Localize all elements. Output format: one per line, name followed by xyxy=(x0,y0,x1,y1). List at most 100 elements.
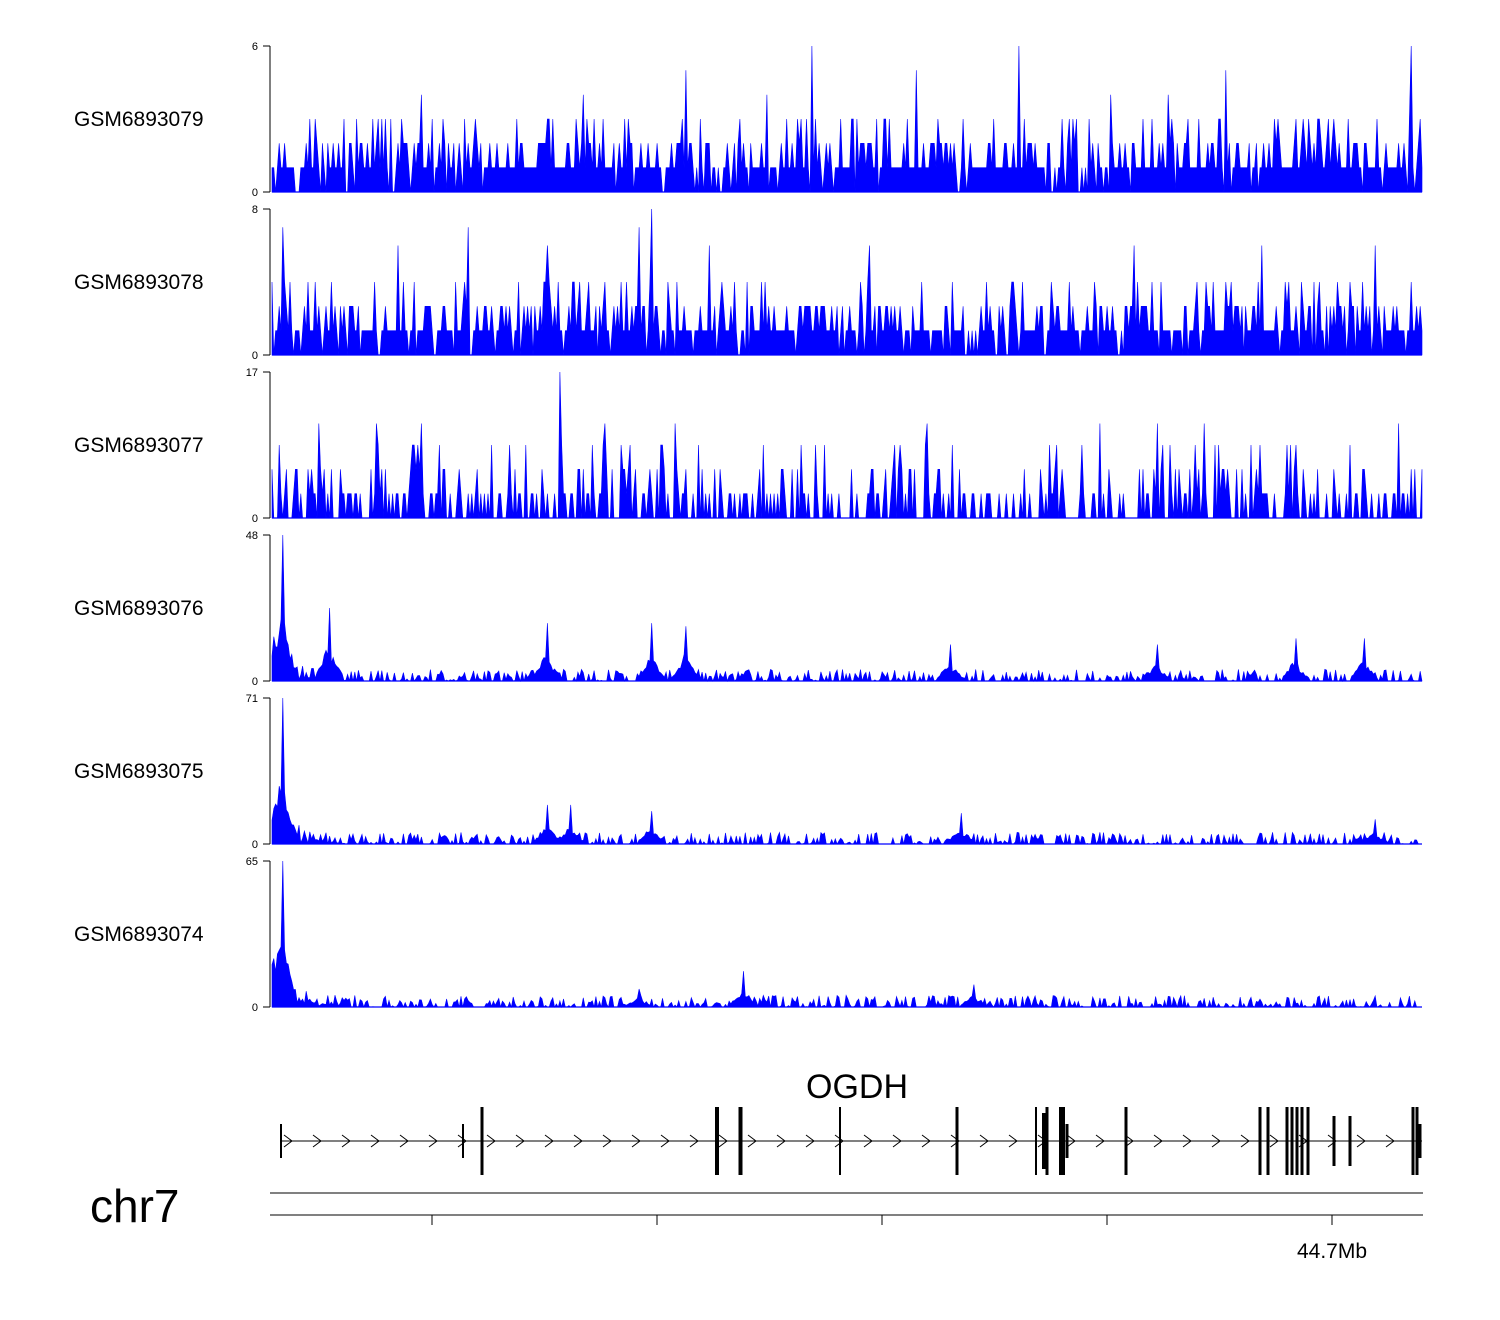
track-GSM6893076: GSM6893076 48 0 xyxy=(74,530,1423,688)
signal-area xyxy=(271,371,1423,519)
exon xyxy=(1258,1107,1262,1175)
exon xyxy=(739,1107,743,1175)
strand-arrow xyxy=(631,1134,641,1148)
exon xyxy=(1059,1107,1065,1175)
signal-tracks: GSM689307960GSM689307880GSM6893077170GSM… xyxy=(74,41,1423,1014)
y-axis-max-label: 48 xyxy=(246,530,258,542)
exon xyxy=(1300,1107,1304,1175)
strand-arrow xyxy=(1095,1134,1105,1148)
strand-arrow xyxy=(573,1134,583,1148)
y-axis-max-label: 8 xyxy=(252,204,258,216)
y-axis-max-label: 6 xyxy=(252,41,258,53)
strand-arrow xyxy=(457,1134,467,1148)
strand-arrow xyxy=(1124,1134,1134,1148)
track-label: GSM6893074 xyxy=(74,923,204,946)
exon xyxy=(1411,1107,1415,1175)
strand-arrow xyxy=(602,1134,612,1148)
track-label: GSM6893079 xyxy=(74,108,204,131)
y-axis-max-label: 17 xyxy=(246,367,258,379)
exon xyxy=(715,1107,719,1175)
strand-arrow xyxy=(312,1134,322,1148)
y-axis-min-label: 0 xyxy=(252,1002,258,1014)
strand-arrow xyxy=(747,1134,757,1148)
exon xyxy=(480,1107,484,1175)
chromosome-label: chr7 xyxy=(90,1180,179,1232)
exon xyxy=(1266,1107,1270,1175)
signal-area xyxy=(271,45,1423,193)
track-label: GSM6893078 xyxy=(74,271,204,294)
track-GSM6893078: GSM6893078 8 0 xyxy=(74,204,1423,362)
gene-name-label: OGDH xyxy=(806,1068,908,1106)
y-axis-min-label: 0 xyxy=(252,839,258,851)
strand-arrow xyxy=(486,1134,496,1148)
strand-arrow xyxy=(979,1134,989,1148)
track-label: GSM6893075 xyxy=(74,760,204,783)
track-GSM6893075: GSM6893075 71 0 xyxy=(74,693,1422,851)
y-axis-min-label: 0 xyxy=(252,350,258,362)
exon xyxy=(1042,1113,1046,1169)
y-axis-max-label: 71 xyxy=(246,693,258,705)
strand-arrow xyxy=(1066,1134,1076,1148)
strand-arrow xyxy=(341,1134,351,1148)
y-axis-min-label: 0 xyxy=(252,676,258,688)
strand-arrow xyxy=(1327,1134,1337,1148)
strand-arrow xyxy=(1008,1134,1018,1148)
exon xyxy=(1290,1107,1294,1175)
strand-arrow xyxy=(863,1134,873,1148)
y-axis-min-label: 0 xyxy=(252,513,258,525)
strand-arrow xyxy=(1356,1134,1366,1148)
exon xyxy=(462,1124,464,1158)
strand-arrow xyxy=(1211,1134,1221,1148)
exon xyxy=(1045,1107,1049,1175)
chromosome-axis: chr7 44.7Mb xyxy=(90,1180,1423,1263)
exon xyxy=(280,1124,282,1158)
exon xyxy=(1124,1107,1128,1175)
strand-arrow xyxy=(544,1134,554,1148)
track-GSM6893079: GSM6893079 6 0 xyxy=(74,41,1423,199)
exon xyxy=(1415,1107,1419,1175)
strand-arrow xyxy=(921,1134,931,1148)
gene-track: OGDH xyxy=(280,1068,1422,1175)
track-label: GSM6893076 xyxy=(74,597,204,620)
gene-model xyxy=(280,1107,1422,1175)
exon xyxy=(1418,1124,1422,1158)
y-axis-max-label: 65 xyxy=(246,856,258,868)
strand-arrow xyxy=(1269,1134,1279,1148)
track-label: GSM6893077 xyxy=(74,434,204,457)
exon xyxy=(1348,1116,1352,1166)
exon xyxy=(839,1107,841,1175)
exon xyxy=(1306,1107,1310,1175)
strand-arrow xyxy=(370,1134,380,1148)
strand-arrow xyxy=(399,1134,409,1148)
strand-arrow xyxy=(776,1134,786,1148)
track-GSM6893077: GSM6893077 17 0 xyxy=(74,367,1423,525)
strand-arrow xyxy=(1240,1134,1250,1148)
strand-arrow xyxy=(689,1134,699,1148)
exon xyxy=(1065,1124,1069,1158)
axis-tick-label: 44.7Mb xyxy=(1297,1240,1367,1263)
strand-arrow xyxy=(515,1134,525,1148)
exon xyxy=(1295,1107,1299,1175)
track-GSM6893074: GSM6893074 65 0 xyxy=(74,856,1422,1014)
strand-arrow xyxy=(892,1134,902,1148)
exon xyxy=(1332,1116,1336,1166)
strand-arrow xyxy=(834,1134,844,1148)
signal-area xyxy=(271,860,1422,1009)
exon xyxy=(955,1107,959,1175)
strand-arrow xyxy=(1153,1134,1163,1148)
strand-arrow xyxy=(660,1134,670,1148)
y-axis-min-label: 0 xyxy=(252,187,258,199)
signal-area xyxy=(271,534,1423,683)
signal-area xyxy=(271,208,1423,356)
strand-arrow xyxy=(718,1134,728,1148)
strand-arrow xyxy=(283,1134,293,1148)
strand-arrow xyxy=(1182,1134,1192,1148)
signal-area xyxy=(271,697,1422,846)
strand-arrow xyxy=(1385,1134,1395,1148)
exon xyxy=(1285,1107,1289,1175)
exon xyxy=(1035,1107,1037,1175)
strand-arrow xyxy=(950,1134,960,1148)
strand-arrow xyxy=(428,1134,438,1148)
strand-arrow xyxy=(805,1134,815,1148)
